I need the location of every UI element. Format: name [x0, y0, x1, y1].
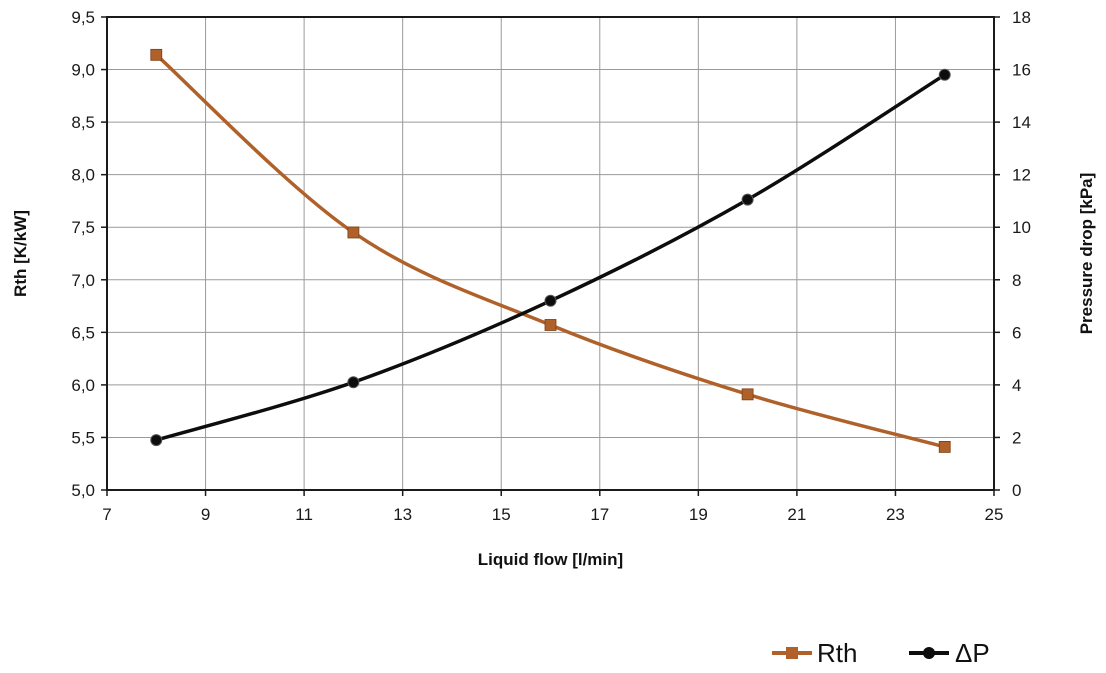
- legend-label-delta-p: ΔP: [955, 638, 990, 668]
- plot-area-frame: [106, 16, 995, 491]
- x-tick-label: 19: [689, 505, 708, 524]
- y2-tick-label: 14: [1012, 113, 1031, 132]
- x-axis: 7 9 11 13 15 17 19 21 23 25: [102, 490, 1003, 524]
- x-tick-label: 13: [393, 505, 412, 524]
- y2-tick-label: 8: [1012, 271, 1021, 290]
- y-axis-title-right: Pressure drop [kPa]: [1077, 173, 1096, 335]
- series-rth: [150, 48, 951, 453]
- x-tick-label: 15: [492, 505, 511, 524]
- x-tick-label: 21: [787, 505, 806, 524]
- y2-tick-label: 10: [1012, 218, 1031, 237]
- data-point-rth: [150, 48, 163, 61]
- x-axis-title: Liquid flow [l/min]: [478, 550, 623, 569]
- y2-tick-label: 12: [1012, 166, 1031, 185]
- legend-label-rth: Rth: [817, 638, 857, 668]
- series-line-rth: [155, 53, 946, 449]
- data-point-rth: [347, 226, 360, 239]
- y-tick-label: 5,5: [71, 428, 95, 447]
- y-tick-label: 8,5: [71, 113, 95, 132]
- data-point-delta-p: [347, 376, 360, 389]
- data-point-delta-p: [741, 193, 754, 206]
- series-layer: [150, 48, 951, 453]
- y-tick-label: 7,0: [71, 271, 95, 290]
- y-axis-left: 5,0 5,5 6,0 6,5 7,0 7,5 8,0 8,5 9,0 9,5: [71, 8, 107, 500]
- data-point-delta-p: [544, 294, 557, 307]
- data-point-delta-p: [150, 434, 163, 447]
- y2-tick-label: 2: [1012, 428, 1021, 447]
- y2-tick-label: 4: [1012, 376, 1021, 395]
- legend-marker-rth: [786, 647, 798, 659]
- y-tick-label: 8,0: [71, 166, 95, 185]
- x-tick-label: 9: [201, 505, 210, 524]
- y-tick-label: 9,5: [71, 8, 95, 27]
- y-tick-label: 6,5: [71, 323, 95, 342]
- y-tick-label: 9,0: [71, 61, 95, 80]
- y-tick-label: 7,5: [71, 218, 95, 237]
- data-point-rth: [938, 441, 951, 453]
- x-tick-label: 7: [102, 505, 111, 524]
- x-tick-label: 11: [295, 505, 313, 524]
- series-delta-p: [150, 68, 951, 447]
- data-point-delta-p: [938, 68, 951, 81]
- y2-tick-label: 0: [1012, 481, 1021, 500]
- y2-tick-label: 16: [1012, 61, 1031, 80]
- y-axis-title-left: Rth [K/kW]: [11, 210, 30, 297]
- y-axis-right: 0 2 4 6 8 10 12 14 16 18: [994, 8, 1031, 500]
- y2-tick-label: 18: [1012, 8, 1031, 27]
- data-point-rth: [544, 319, 557, 331]
- data-point-rth: [741, 388, 754, 401]
- legend-item-rth: Rth: [772, 638, 857, 668]
- x-tick-label: 23: [886, 505, 905, 524]
- legend-item-delta-p: ΔP: [909, 638, 990, 668]
- grid-lines: [106, 16, 995, 491]
- legend: Rth ΔP: [772, 638, 990, 668]
- x-tick-label: 25: [985, 505, 1004, 524]
- legend-marker-delta-p: [923, 647, 935, 659]
- x-tick-label: 17: [590, 505, 609, 524]
- y2-tick-label: 6: [1012, 323, 1021, 342]
- y-tick-label: 5,0: [71, 481, 95, 500]
- y-tick-label: 6,0: [71, 376, 95, 395]
